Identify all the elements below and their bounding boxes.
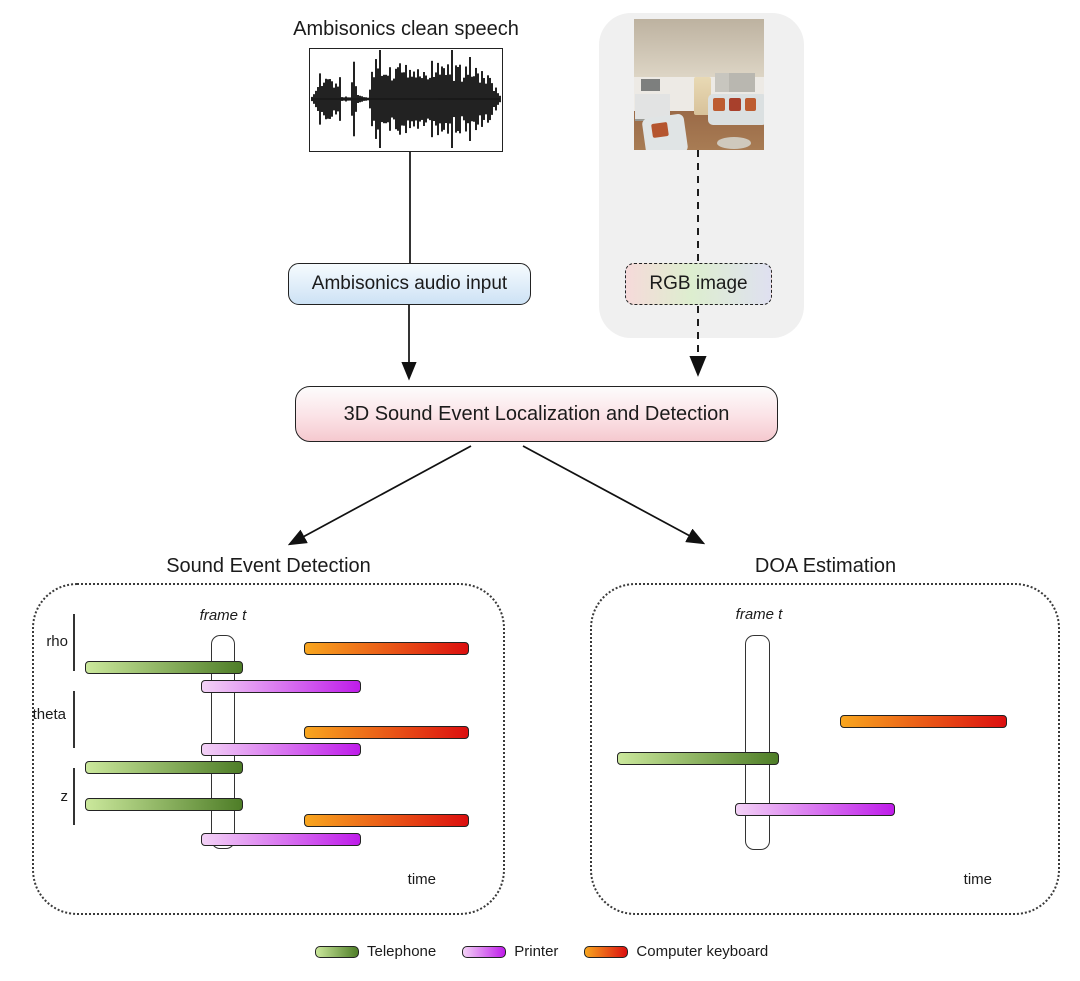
computer-keyboard-bar xyxy=(304,642,469,655)
legend-item-printer: Printer xyxy=(462,943,558,960)
audio-input-box: Ambisonics audio input xyxy=(288,263,531,305)
doa-panel: frame t time xyxy=(590,583,1060,915)
room-tv xyxy=(640,79,660,92)
seld-box: 3D Sound Event Localization and Detectio… xyxy=(295,386,778,442)
sed-panel: frame t rho theta z time xyxy=(32,583,505,915)
row-label-z: z xyxy=(60,788,69,805)
legend-item-telephone: Telephone xyxy=(315,943,436,960)
computer-keyboard-bar xyxy=(304,726,469,739)
rgb-image-box: RGB image xyxy=(625,263,772,305)
room-ceiling xyxy=(634,19,764,77)
legend-label: Computer keyboard xyxy=(636,943,769,960)
legend-label: Printer xyxy=(514,943,559,960)
printer-bar xyxy=(201,743,361,756)
z-bracket xyxy=(73,768,75,825)
rgb-room-photo xyxy=(634,19,764,150)
room-pillow xyxy=(713,97,725,111)
legend: Telephone Printer Computer keyboard xyxy=(315,943,785,960)
doa-frame-rect xyxy=(745,635,770,850)
telephone-bar xyxy=(85,798,243,811)
doa-panel-title: DOA Estimation xyxy=(754,555,897,577)
legend-label: Telephone xyxy=(367,943,437,960)
sed-time-label: time xyxy=(407,871,436,888)
rho-bracket xyxy=(73,614,75,671)
telephone-bar xyxy=(617,752,779,765)
printer-bar xyxy=(201,680,361,693)
room-pillow xyxy=(728,97,741,111)
room-wall-art xyxy=(714,72,755,93)
seld-box-label: 3D Sound Event Localization and Detectio… xyxy=(343,402,730,425)
room-coffee-table xyxy=(717,136,751,149)
legend-item-computer-keyboard: Computer keyboard xyxy=(584,943,768,960)
telephone-legend-swatch xyxy=(315,945,359,958)
computer-keyboard-legend-swatch xyxy=(584,945,629,958)
seld-to-sed-arrow xyxy=(287,445,472,546)
printer-bar xyxy=(735,803,895,816)
audio-input-label: Ambisonics audio input xyxy=(311,273,508,294)
seld-to-doa-arrow xyxy=(522,445,706,545)
printer-legend-swatch xyxy=(462,945,507,958)
room-pillow xyxy=(651,121,669,138)
doa-time-label: time xyxy=(963,871,992,888)
doa-frame-label: frame t xyxy=(735,606,783,623)
room-pillow xyxy=(744,97,757,111)
printer-bar xyxy=(201,833,361,846)
room-doorway xyxy=(693,76,711,115)
row-label-theta: theta xyxy=(32,706,66,723)
sed-panel-title: Sound Event Detection xyxy=(166,555,371,577)
sed-frame-label: frame t xyxy=(199,607,247,624)
rgb-image-label: RGB image xyxy=(649,273,748,294)
telephone-bar xyxy=(85,661,243,674)
row-label-rho: rho xyxy=(46,633,68,650)
theta-bracket xyxy=(73,691,75,748)
computer-keyboard-bar xyxy=(304,814,469,827)
computer-keyboard-bar xyxy=(840,715,1007,728)
speech-waveform-icon xyxy=(309,48,503,152)
clean-speech-title: Ambisonics clean speech xyxy=(293,18,519,40)
telephone-bar xyxy=(85,761,243,774)
